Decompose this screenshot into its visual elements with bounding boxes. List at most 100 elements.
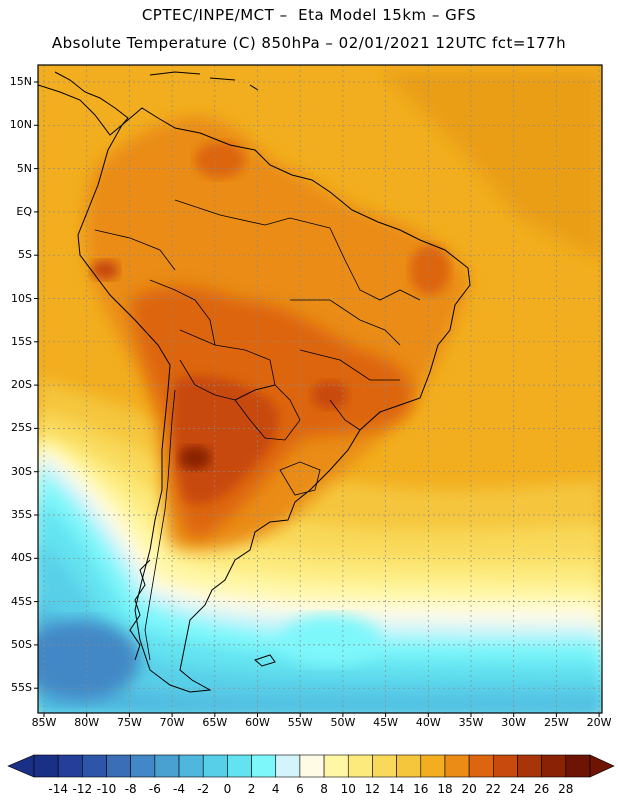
- colorbar-label: 6: [296, 782, 304, 796]
- lon-label: 45W: [373, 716, 399, 729]
- colorbar-label: 8: [320, 782, 328, 796]
- lat-label: 45S: [11, 594, 32, 608]
- colorbar-swatch: [82, 754, 107, 778]
- colorbar-label: -10: [96, 782, 117, 796]
- colorbar-swatch: [178, 754, 204, 778]
- field-band-0: [38, 540, 602, 713]
- colorbar-swatch: [106, 754, 131, 778]
- lon-label: 60W: [245, 716, 270, 729]
- lat-label: 15S: [11, 334, 32, 348]
- lon-label: 30W: [501, 716, 527, 729]
- field-hotspot-ne: [410, 245, 450, 295]
- map-title-line1: CPTEC/INPE/MCT – Eta Model 15km – GFS: [141, 6, 477, 24]
- border-uruguay: [279, 461, 321, 496]
- colorbar-swatch: [420, 754, 446, 778]
- caribbean-islands: [149, 71, 259, 91]
- colorbar-label: -8: [124, 782, 137, 796]
- lon-label: 80W: [74, 716, 100, 729]
- colorbar-swatch: [275, 754, 301, 778]
- lat-label: 10N: [9, 118, 32, 132]
- central-america-coastline: [38, 71, 129, 136]
- colorbar-swatch: [493, 754, 518, 778]
- lon-label: 25W: [543, 716, 569, 729]
- lon-label: 75W: [116, 716, 142, 729]
- lon-label: 40W: [415, 716, 441, 729]
- brazil-states: [290, 227, 421, 431]
- field-band-2: [38, 500, 602, 713]
- colorbar-swatch: [517, 754, 542, 778]
- lat-label: 30S: [11, 464, 32, 478]
- colorbar-swatch: [565, 754, 591, 778]
- field-atlantic-ne: [380, 70, 602, 260]
- colorbar-label: -12: [72, 782, 93, 796]
- lon-label: 55W: [287, 716, 313, 729]
- lat-label: 5S: [18, 248, 32, 262]
- falklands: [254, 654, 276, 667]
- colorbar-label: -14: [48, 782, 68, 796]
- lat-label: 35S: [11, 508, 32, 521]
- colorbar-label: 20: [461, 782, 477, 796]
- graticule-grid: [38, 65, 602, 713]
- colorbar: [7, 754, 615, 778]
- colorbar-swatch: [396, 754, 422, 778]
- lat-label: 10S: [11, 291, 32, 305]
- lon-label: 35W: [458, 716, 484, 729]
- border-argentina-chile: [144, 389, 176, 661]
- border-paraguay: [234, 384, 301, 441]
- colorbar-swatch: [57, 754, 83, 778]
- border-venezuela-brazil: [174, 199, 331, 229]
- colorbar-label: 28: [558, 782, 574, 796]
- colorbar-label: 0: [223, 782, 232, 796]
- colorbar-label: 4: [271, 782, 280, 796]
- colorbar-swatch: [251, 754, 277, 778]
- lon-label: 70W: [159, 716, 185, 729]
- field-band-m2: [38, 600, 602, 713]
- colorbar-swatch: [33, 754, 59, 778]
- lat-label: 40S: [11, 551, 32, 565]
- colorbar-label: 10: [340, 782, 356, 796]
- colorbar-label: 22: [485, 782, 501, 796]
- colorbar-label: 18: [437, 782, 453, 796]
- coastlines: [38, 71, 471, 693]
- lat-label: 50S: [11, 637, 32, 651]
- colorbar-label: 16: [413, 782, 429, 796]
- field-ocean-ripple: [280, 615, 380, 665]
- lat-label: 5N: [16, 161, 32, 175]
- map-title-line2: Absolute Temperature (C) 850hPa – 02/01/…: [51, 34, 567, 52]
- field-hotspot-venezuela: [195, 142, 245, 178]
- colorbar-swatch: [299, 754, 325, 778]
- colorbar-label: 14: [388, 782, 405, 796]
- lat-label: 15N: [9, 75, 32, 88]
- colorbar-low-arrow: [7, 754, 35, 778]
- field-hotspot-brazil: [312, 381, 348, 409]
- colorbar-swatch: [202, 754, 228, 778]
- border-colombia-peru: [94, 229, 176, 271]
- lat-label: 55S: [11, 681, 32, 695]
- colorbar-swatch: [372, 754, 397, 778]
- colorbar-label: 2: [247, 782, 256, 796]
- colorbar-swatch: [541, 754, 567, 778]
- lat-label: EQ: [16, 204, 32, 218]
- colorbar-swatch: [347, 754, 373, 778]
- colorbar-swatch: [130, 754, 156, 778]
- colorbar-label: -2: [197, 782, 210, 796]
- lon-label: 20W: [586, 716, 612, 729]
- country-borders: [94, 199, 421, 661]
- colorbar-label: 26: [534, 782, 550, 796]
- lat-label: 25S: [11, 421, 32, 435]
- lon-label: 85W: [31, 716, 57, 729]
- colorbar-label: -6: [148, 782, 161, 796]
- map-frame: [37, 64, 603, 714]
- colorbar-swatch: [468, 754, 494, 778]
- border-peru-brazil: [149, 279, 216, 346]
- lon-label: 50W: [330, 716, 356, 729]
- axis-ticks: [34, 81, 600, 717]
- field-cold-core: [38, 620, 140, 700]
- temperature-field: [38, 65, 602, 713]
- colorbar-high-arrow: [589, 754, 615, 778]
- field-hotspot-chaco: [179, 446, 211, 470]
- colorbar-label: 24: [509, 782, 526, 796]
- lon-label: 65W: [202, 716, 228, 729]
- lat-label: 20S: [11, 378, 32, 392]
